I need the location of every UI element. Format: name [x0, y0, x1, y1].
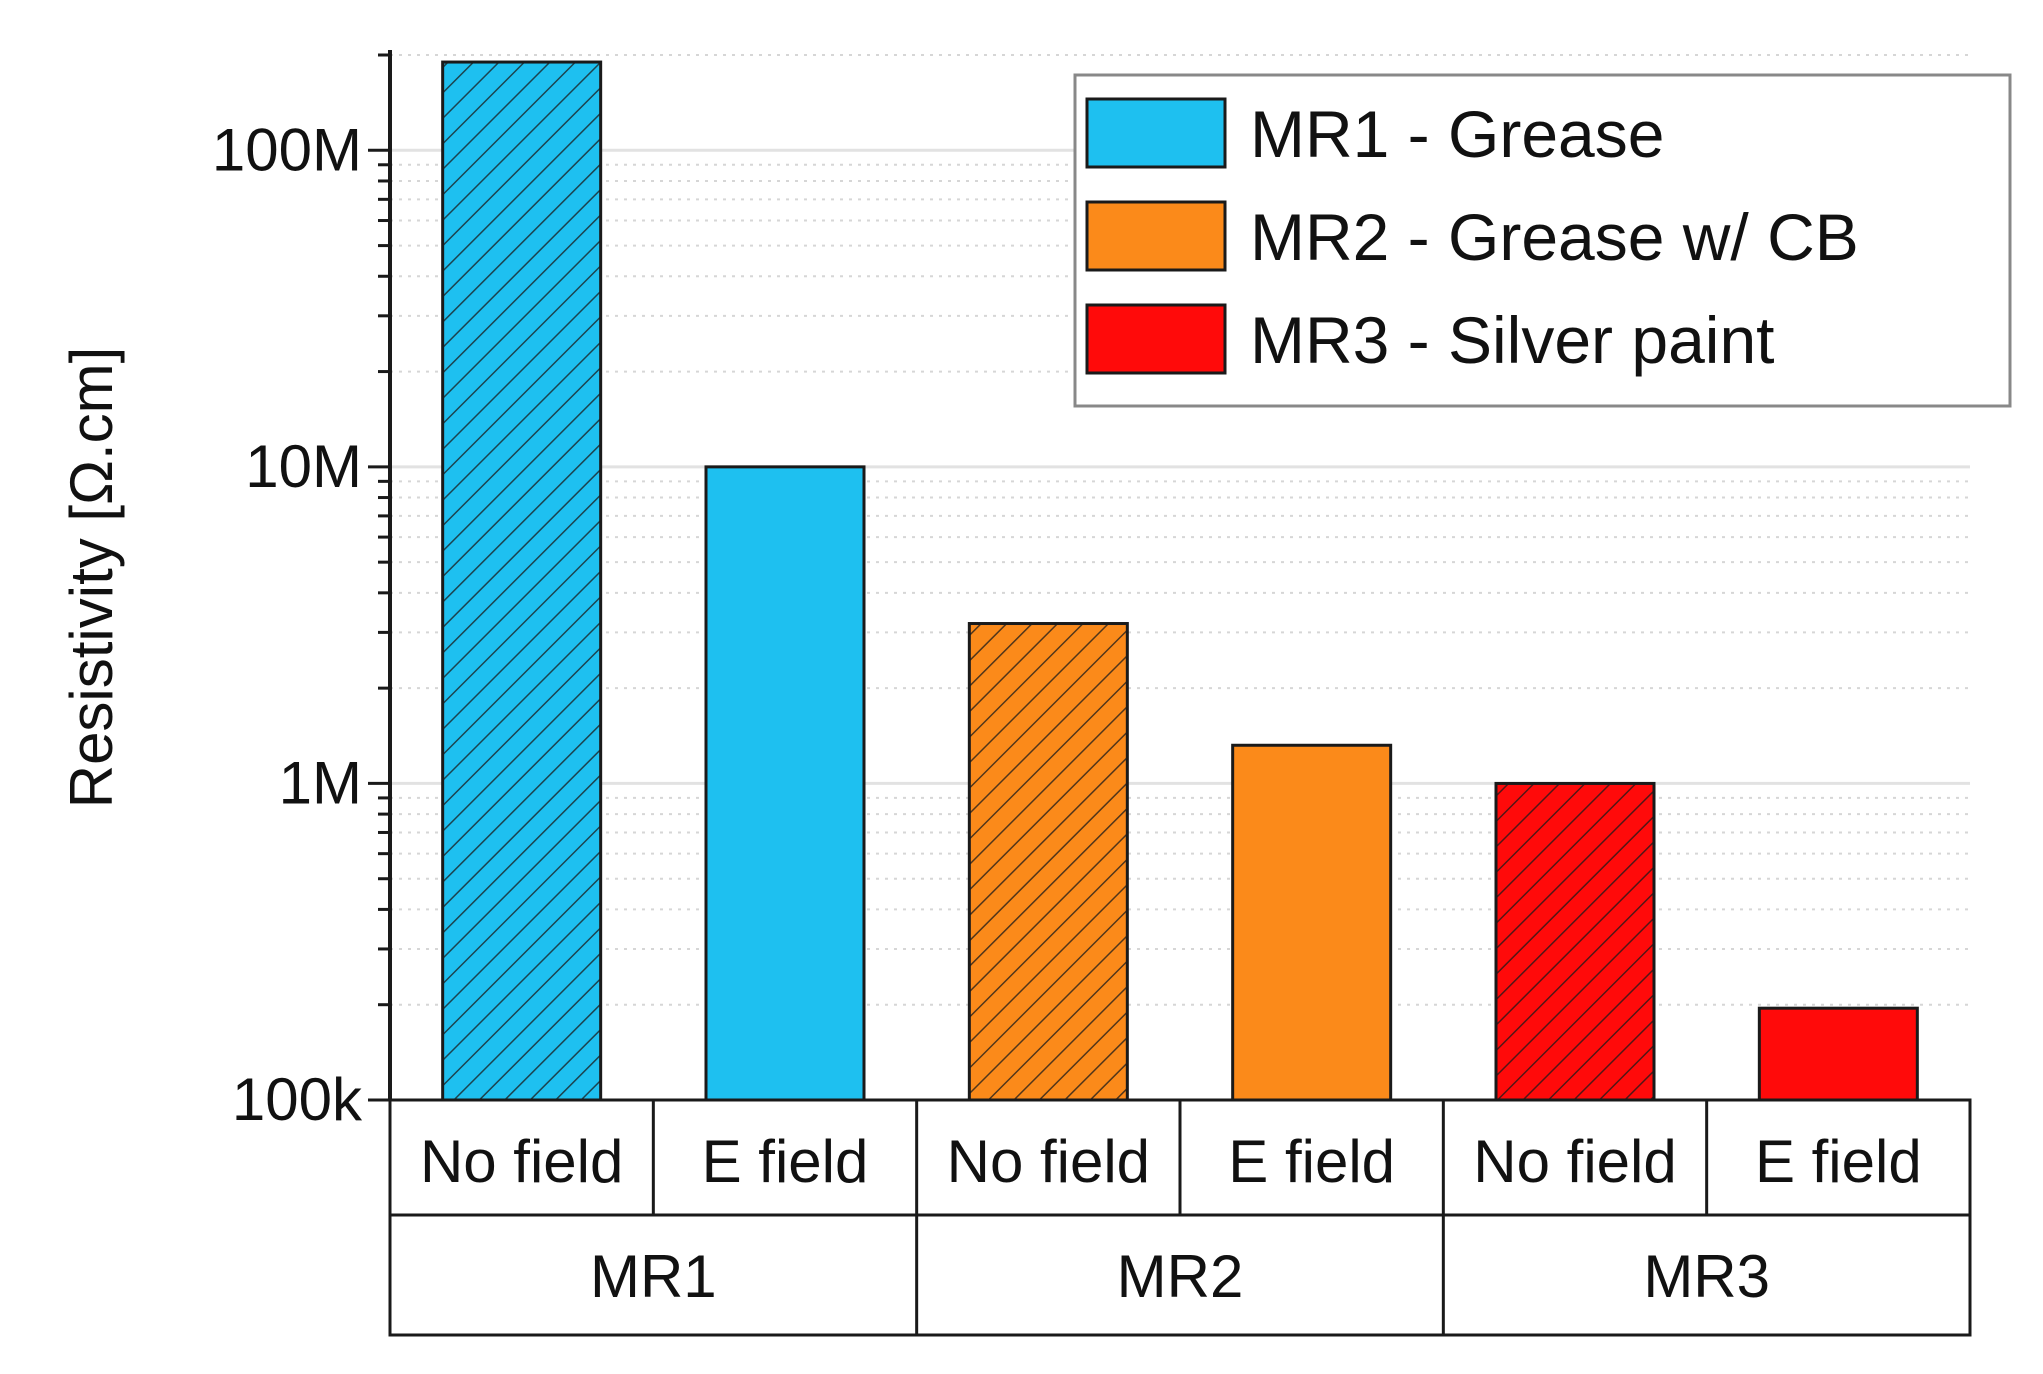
bars — [441, 60, 1919, 1102]
legend-swatch — [1085, 200, 1227, 272]
category-table: No field E field MR1 No field E field MR2 No f… — [388, 1098, 1972, 1337]
category-label: No field — [420, 1128, 623, 1195]
legend-label: MR1 - Grease — [1250, 97, 1664, 171]
legend-swatch — [1085, 303, 1227, 375]
group-label: MR1 — [590, 1243, 717, 1310]
y-tick-label: 100k — [232, 1066, 363, 1133]
legend-label: MR2 - Grease w/ CB — [1250, 200, 1859, 274]
group-label: MR3 — [1643, 1243, 1770, 1310]
bar-hatch — [969, 623, 1128, 1100]
category-label: E field — [1755, 1128, 1922, 1195]
y-axis-title: Resistivity [Ω.cm] — [58, 347, 125, 809]
legend: MR1 - Grease MR2 - Grease w/ CB MR3 - Silv… — [1073, 73, 2012, 408]
category-label: No field — [1473, 1128, 1676, 1195]
legend-label: MR3 - Silver paint — [1250, 303, 1775, 377]
category-label: No field — [947, 1128, 1150, 1195]
category-label: E field — [702, 1128, 869, 1195]
y-tick-label: 100M — [212, 116, 362, 183]
bar-hatch — [1496, 783, 1654, 1100]
y-axis-title-group: Resistivity [Ω.cm] — [58, 347, 125, 809]
bar — [1232, 745, 1391, 1100]
y-tick-label: 10M — [245, 433, 362, 500]
bar — [1759, 1008, 1918, 1100]
bar-hatch — [442, 62, 601, 1100]
group-label: MR2 — [1117, 1243, 1244, 1310]
bar — [706, 466, 864, 1101]
legend-box — [1073, 73, 2012, 408]
y-axis: 100k 1M 10M 100M — [212, 50, 392, 1133]
legend-swatch — [1085, 97, 1227, 169]
category-label: E field — [1228, 1128, 1395, 1195]
y-tick-label: 1M — [279, 749, 362, 816]
